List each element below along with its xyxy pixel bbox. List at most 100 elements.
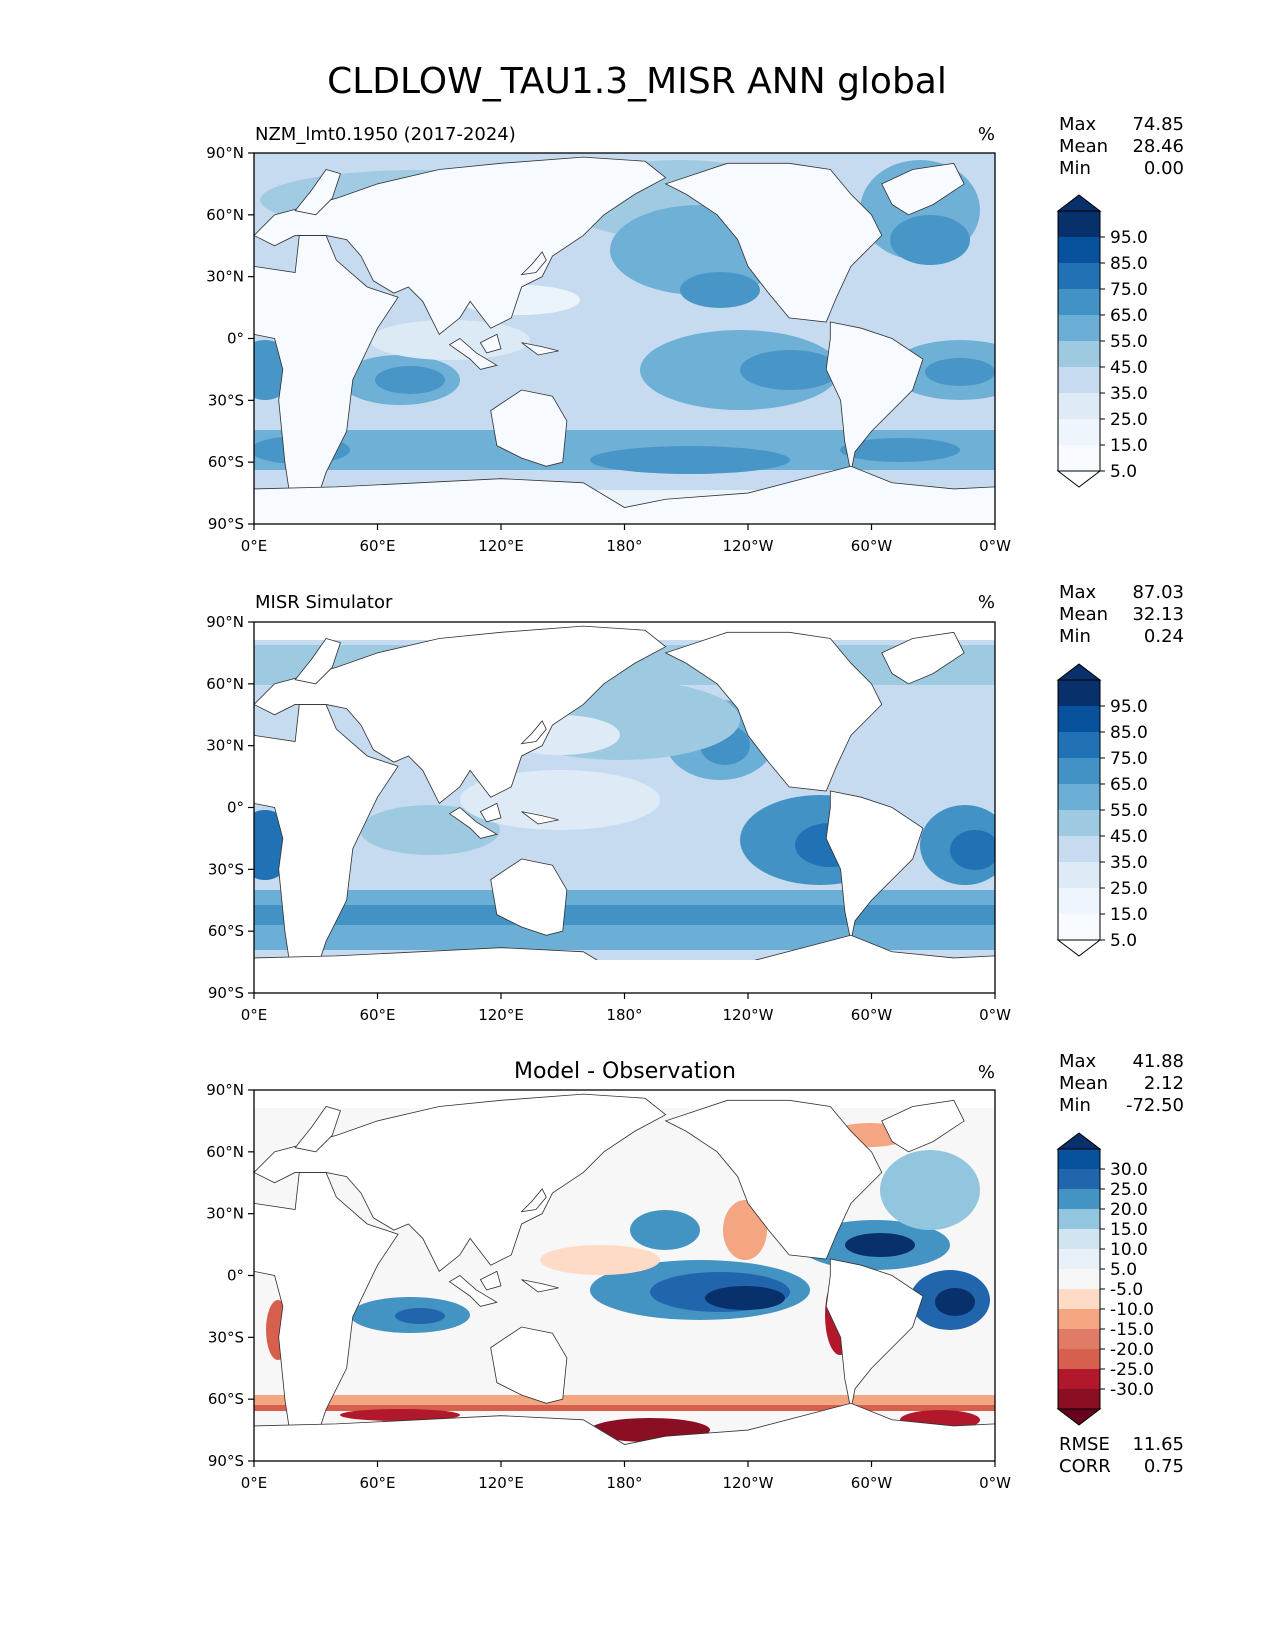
colorbar-label: 10.0 (1110, 1240, 1148, 1260)
colorbar-label: 55.0 (1110, 332, 1148, 352)
y-tick-label: 0° (227, 330, 244, 348)
colorbar-label: 15.0 (1110, 1220, 1148, 1240)
stat-value: 41.88 (1132, 1051, 1184, 1072)
colorbar-segment (1058, 1249, 1100, 1270)
x-tick-label: 180° (606, 1006, 642, 1024)
y-tick-label: 90°N (206, 144, 244, 162)
colorbar-segment (1058, 862, 1100, 889)
stat-label: RMSE (1059, 1434, 1110, 1455)
colorbar-segment (1058, 810, 1100, 837)
y-tick-label: 60°N (206, 1143, 244, 1161)
colorbar-segment (1058, 888, 1100, 915)
stat-value: 32.13 (1132, 604, 1184, 625)
colorbar-segment (1058, 1229, 1100, 1250)
panel-title: NZM_lmt0.1950 (2017-2024) (255, 124, 516, 145)
colorbar-segment (1058, 419, 1100, 446)
colorbar-segment (1058, 706, 1100, 733)
panel-title: MISR Simulator (255, 592, 393, 613)
stat-value: 74.85 (1132, 114, 1184, 135)
colorbar-segment (1058, 445, 1100, 472)
x-tick-label: 120°E (478, 537, 524, 555)
colorbar-extend-top (1056, 194, 1102, 212)
x-tick-label: 60°E (359, 537, 395, 555)
x-tick-label: 0°W (979, 1474, 1011, 1492)
colorbar-segment (1058, 1329, 1100, 1350)
colorbar-label: 55.0 (1110, 801, 1148, 821)
colorbar-segment (1058, 367, 1100, 394)
colorbar-segment (1058, 237, 1100, 264)
colorbar-label: 85.0 (1110, 254, 1148, 274)
colorbar-segment (1058, 1189, 1100, 1210)
panel-center-title: Model - Observation (514, 1059, 736, 1084)
colorbar-segment (1058, 1289, 1100, 1310)
panel-difference: 0°E 60°E 120°E 180° 120°W 60°W 0°W 90°N 60°N 30°N… (206, 1051, 1184, 1492)
y-tick-label: 60°S (208, 1390, 244, 1408)
x-tick-label: 0°E (241, 1006, 268, 1024)
stat-label: Min (1059, 1095, 1091, 1116)
stat-value: 11.65 (1132, 1434, 1184, 1455)
y-tick-label: 90°N (206, 1081, 244, 1099)
colorbar-frame (1057, 1148, 1101, 1410)
panel-units: % (978, 1062, 995, 1083)
x-tick-label: 60°W (851, 1474, 893, 1492)
colorbar-segment (1058, 1149, 1100, 1170)
stat-label: Max (1059, 1051, 1097, 1072)
colorbar-extend-bottom (1056, 470, 1102, 488)
x-tick-label: 60°E (359, 1006, 395, 1024)
colorbar-label: 65.0 (1110, 775, 1148, 795)
colorbar-label: 25.0 (1110, 410, 1148, 430)
colorbar-label: 5.0 (1110, 462, 1137, 482)
x-tick-label: 120°W (723, 1474, 774, 1492)
stat-label: Max (1059, 582, 1097, 603)
colorbar-segment (1058, 836, 1100, 863)
colorbar-label: 45.0 (1110, 827, 1148, 847)
y-tick-label: 0° (227, 1267, 244, 1285)
colorbar-label: 65.0 (1110, 306, 1148, 326)
colorbar-segment (1058, 680, 1100, 707)
colorbar-label: 30.0 (1110, 1160, 1148, 1180)
y-tick-label: 30°S (208, 391, 244, 409)
colorbar-label: 75.0 (1110, 280, 1148, 300)
colorbar-label: 20.0 (1110, 1200, 1148, 1220)
stat-value: 0.24 (1144, 626, 1184, 647)
stat-value: 87.03 (1132, 582, 1184, 603)
colorbar-segment (1058, 784, 1100, 811)
colorbar-segment (1058, 263, 1100, 290)
x-tick-label: 120°W (723, 1006, 774, 1024)
y-tick-label: 30°S (208, 860, 244, 878)
x-tick-label: 0°E (241, 1474, 268, 1492)
colorbar-label: 5.0 (1110, 1260, 1137, 1280)
y-tick-label: 30°N (206, 268, 244, 286)
colorbar-label: 35.0 (1110, 853, 1148, 873)
panel-observation: 0°E 60°E 120°E 180° 120°W 60°W 0°W 90°N 60°N 30°N… (206, 582, 1184, 1024)
y-tick-label: 30°N (206, 737, 244, 755)
colorbar-extend-top (1056, 1132, 1102, 1150)
y-tick-label: 30°S (208, 1328, 244, 1346)
x-tick-label: 0°E (241, 537, 268, 555)
stat-label: Mean (1059, 604, 1108, 625)
y-tick-label: 60°N (206, 675, 244, 693)
y-tick-label: 60°S (208, 453, 244, 471)
colorbar-extend-bottom (1056, 1408, 1102, 1426)
colorbar-segment (1058, 1389, 1100, 1410)
stat-value: 28.46 (1132, 136, 1184, 157)
stat-value: 0.75 (1144, 1456, 1184, 1477)
y-tick-label: 90°S (208, 515, 244, 533)
colorbar-segment (1058, 289, 1100, 316)
colorbar-segment (1058, 341, 1100, 368)
stat-label: Mean (1059, 136, 1108, 157)
colorbar-label: 85.0 (1110, 723, 1148, 743)
stat-label: Max (1059, 114, 1097, 135)
colorbar-label: 75.0 (1110, 749, 1148, 769)
colorbar-label: 95.0 (1110, 697, 1148, 717)
colorbar-label: -5.0 (1110, 1280, 1143, 1300)
panel-model: 0°E 60°E 120°E 180° 120°W 60°W 0°W 90°N 60°N 30°N… (206, 114, 1184, 555)
colorbar-label: -15.0 (1110, 1320, 1154, 1340)
x-tick-label: 120°W (723, 537, 774, 555)
x-tick-label: 0°W (979, 1006, 1011, 1024)
x-tick-label: 180° (606, 1474, 642, 1492)
stat-label: CORR (1059, 1456, 1111, 1477)
colorbar-label: -30.0 (1110, 1380, 1154, 1400)
colorbar-label: 15.0 (1110, 436, 1148, 456)
